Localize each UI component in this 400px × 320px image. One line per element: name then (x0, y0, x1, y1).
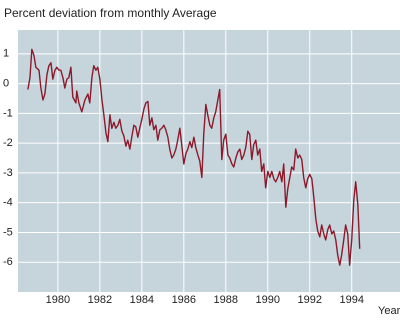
x-tick-label: 1992 (298, 294, 322, 306)
x-tick-label: 1980 (46, 294, 70, 306)
y-tick-label: -4 (3, 197, 13, 209)
y-tick-label: 1 (3, 48, 9, 60)
y-tick-label: -6 (3, 256, 13, 268)
chart-title: Percent deviation from monthly Average (4, 6, 217, 20)
x-tick-label: 1990 (256, 294, 280, 306)
y-tick-label: -3 (3, 167, 13, 179)
x-axis-label: Year (378, 305, 400, 317)
x-tick-label: 1982 (88, 294, 112, 306)
y-tick-label: -2 (3, 137, 13, 149)
y-tick-label: 0 (3, 77, 9, 89)
y-tick-label: -5 (3, 226, 13, 238)
data-line (27, 48, 361, 266)
x-tick-label: 1994 (339, 294, 363, 306)
x-tick-label: 1984 (130, 294, 154, 306)
y-tick-label: -1 (3, 107, 13, 119)
x-tick-label: 1986 (172, 294, 196, 306)
x-tick-label: 1988 (214, 294, 238, 306)
plot-background (18, 30, 400, 292)
